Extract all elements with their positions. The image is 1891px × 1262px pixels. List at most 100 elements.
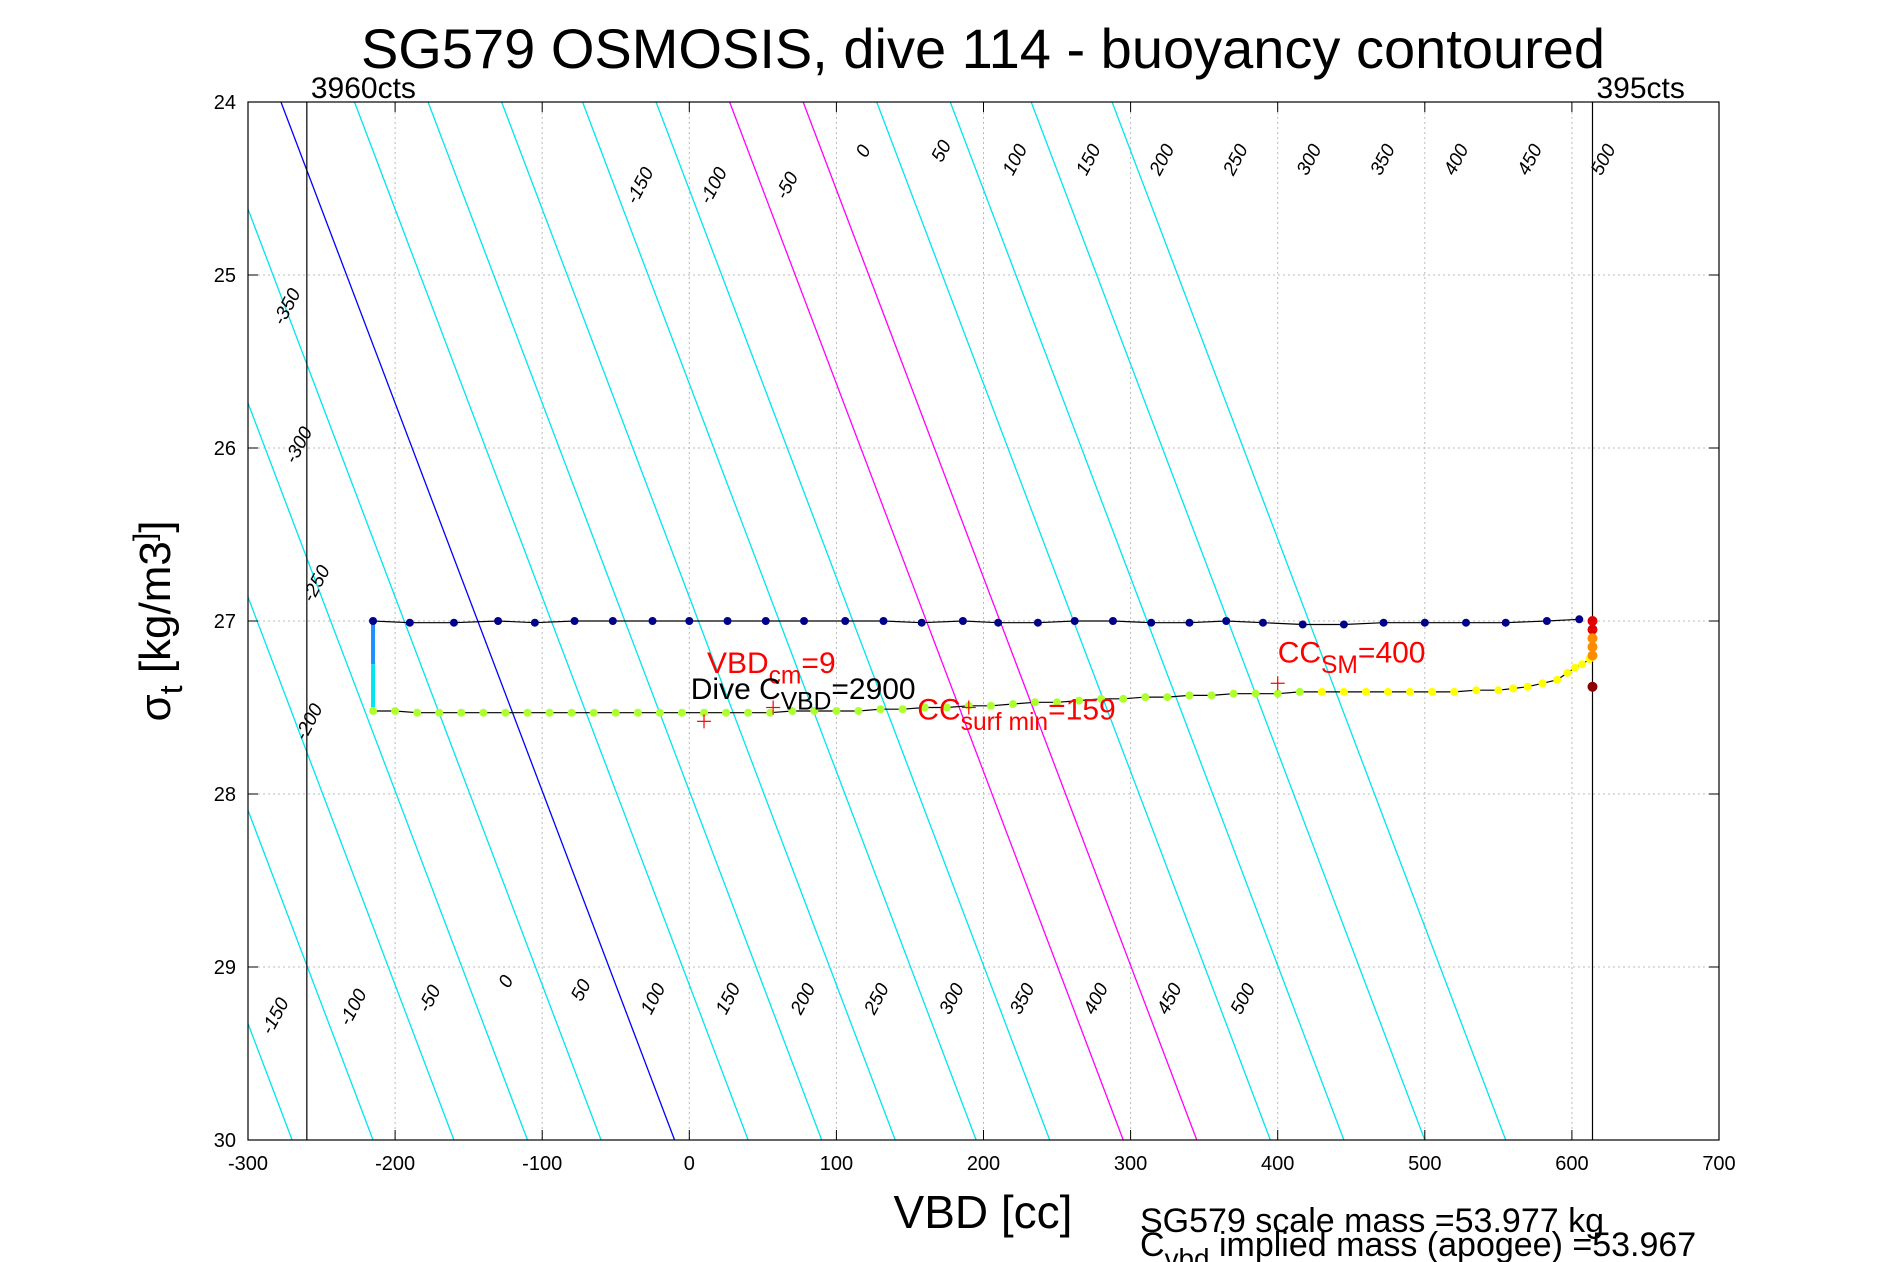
descent-point <box>1222 617 1231 625</box>
vbd-limit-label: 395cts <box>1596 72 1684 105</box>
descent-point <box>723 617 732 625</box>
ascent-point <box>1361 687 1370 696</box>
x-tick-label: 600 <box>1555 1153 1588 1175</box>
ascent-point <box>1163 693 1172 702</box>
y-axis-label: σt [kg/m3]] <box>128 521 189 722</box>
contour-line <box>248 207 602 1140</box>
descent-point <box>1501 618 1510 627</box>
ascent-point <box>1317 687 1326 696</box>
ascent-point <box>501 708 510 717</box>
descent-point <box>1420 618 1429 627</box>
descent-point <box>1339 620 1348 629</box>
contour-line <box>949 102 1345 1140</box>
y-tick-label: 29 <box>214 957 236 979</box>
ascent-point <box>1563 668 1572 677</box>
y-tick-label: 27 <box>214 611 236 633</box>
ascent-point <box>920 703 929 712</box>
ascent-point <box>1472 686 1481 695</box>
x-tick-label: 200 <box>967 1153 1000 1175</box>
x-tick-label: 100 <box>820 1153 853 1175</box>
contour-line <box>1111 102 1507 1140</box>
vbd-limit-lines: 3960cts 395cts <box>306 72 1685 1140</box>
descent-point <box>648 617 657 625</box>
surface-point <box>1587 616 1598 626</box>
ascent-point <box>1030 698 1039 707</box>
ascent-point <box>1570 663 1579 672</box>
descent-point <box>1108 617 1117 625</box>
ascent-point <box>1141 693 1150 702</box>
y-tick-label: 28 <box>214 784 236 806</box>
x-tick-label: 700 <box>1702 1153 1735 1175</box>
footnote: Cvbd implied mass (apogee) =53.967 <box>1140 1226 1696 1262</box>
surface-point <box>1587 681 1598 692</box>
descent-point <box>1461 618 1470 627</box>
contour-line <box>280 102 676 1140</box>
ascent-point <box>567 708 576 717</box>
ascent-point <box>369 706 378 715</box>
y-tick-label: 24 <box>214 92 236 114</box>
x-tick-label: -200 <box>375 1153 415 1175</box>
ascent-point <box>589 708 598 717</box>
ascent-point <box>1578 660 1587 669</box>
ascent-point <box>700 708 709 717</box>
descent-point <box>1033 618 1042 627</box>
ascent-point <box>1509 684 1518 693</box>
ascent-point <box>766 708 775 717</box>
ascent-point <box>1384 687 1393 696</box>
descent-point <box>1379 618 1388 627</box>
y-tick-label: 26 <box>214 438 236 460</box>
descent-point <box>494 617 503 625</box>
ascent-point <box>810 706 819 715</box>
descent-point <box>879 617 888 625</box>
descent-point <box>917 618 926 627</box>
descent-point <box>994 618 1003 627</box>
x-tick-label: 0 <box>684 1153 695 1175</box>
annotation-label: CCSM=400 <box>1278 637 1426 680</box>
ascent-point <box>854 706 863 715</box>
descent-point <box>1147 618 1156 627</box>
ascent-point <box>1553 675 1562 684</box>
ascent-point <box>655 708 664 717</box>
ascent-point <box>457 708 466 717</box>
footnote: SG579 scale mass =53.977 kg <box>1140 1202 1604 1240</box>
annotation-label: Dive CVBD=2900 <box>691 673 916 716</box>
y-tick-label: 25 <box>214 265 236 287</box>
ascent-point <box>1008 700 1017 709</box>
descent-point <box>1258 618 1267 627</box>
chart-title: SG579 OSMOSIS, dive 114 - buoyancy conto… <box>361 17 1605 80</box>
surface-point <box>1587 633 1598 644</box>
annotation-label: VBDcm=9 <box>707 647 836 690</box>
ascent-point <box>1339 687 1348 696</box>
ascent-point <box>788 706 797 715</box>
descent-point <box>530 618 539 627</box>
surface-point <box>1587 641 1598 652</box>
axis-ticks: -300 -200 -100 0 100 200 300 400 500 600 700 24 25 26… <box>214 92 1736 1175</box>
ascent-point <box>1428 687 1437 696</box>
ascent-point <box>1053 698 1062 707</box>
contour-line <box>728 102 1124 1140</box>
descent-point <box>1070 617 1079 625</box>
ascent-point <box>898 705 907 714</box>
ascent-point <box>722 708 731 717</box>
x-tick-label: 300 <box>1114 1153 1147 1175</box>
descent-point <box>608 617 617 625</box>
ascent-point <box>1075 696 1084 705</box>
x-tick-label: -100 <box>522 1153 562 1175</box>
descent-point <box>1185 618 1194 627</box>
ascent-point <box>1295 687 1304 696</box>
ascent-point <box>1229 689 1238 698</box>
ascent-point <box>1523 682 1532 691</box>
y-tick-label: 30 <box>214 1130 236 1152</box>
descent-point <box>1575 615 1584 624</box>
ascent-point <box>611 708 620 717</box>
descent-point <box>570 617 579 625</box>
ascent-point <box>391 706 400 715</box>
ascent-point <box>1119 694 1128 703</box>
descent-point <box>841 617 850 625</box>
ascent-point <box>435 708 444 717</box>
ascent-point <box>479 708 488 717</box>
descent-point <box>958 617 967 625</box>
